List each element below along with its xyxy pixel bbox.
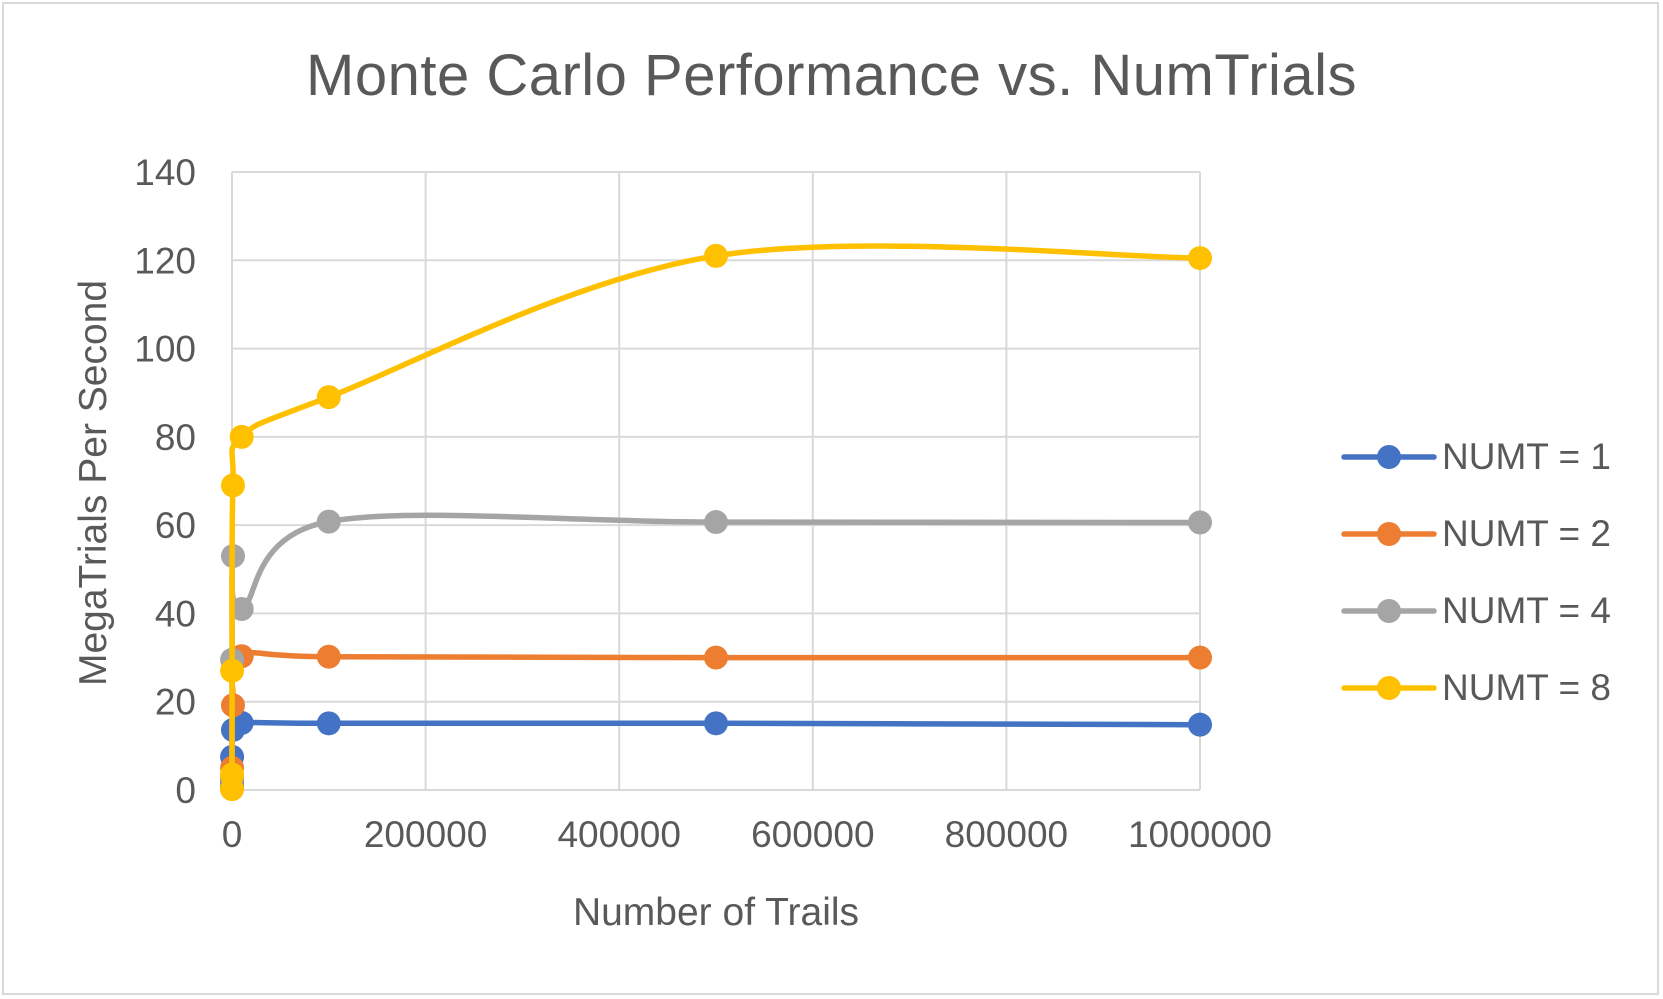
x-tick-label: 400000 (557, 814, 680, 855)
data-point (316, 644, 341, 669)
series-1 (220, 710, 1212, 800)
legend-marker (1377, 444, 1401, 469)
x-tick-label: 800000 (945, 814, 1068, 855)
y-tick-label: 120 (134, 240, 196, 281)
x-tick-label: 0 (222, 814, 243, 855)
legend-label: NUMT = 1 (1442, 435, 1611, 477)
data-point (229, 424, 254, 449)
legend-swatch (1341, 598, 1437, 623)
legend: NUMT = 1 NUMT = 2 NUMT = 4 NUMT = 8 (1340, 418, 1611, 726)
data-point (229, 597, 254, 622)
data-point (1188, 645, 1212, 670)
legend-item: NUMT = 1 (1340, 418, 1611, 495)
series-line (229, 243, 1203, 792)
legend-label: NUMT = 8 (1442, 666, 1611, 708)
data-point (220, 762, 245, 787)
chart-title: Monte Carlo Performance vs. NumTrials (306, 43, 1357, 108)
y-tick-label: 20 (155, 682, 196, 723)
legend-marker (1377, 521, 1401, 546)
legend-swatch (1341, 675, 1437, 700)
y-tick-label: 80 (155, 417, 196, 458)
data-point (1188, 246, 1212, 271)
x-tick-label: 200000 (364, 814, 487, 855)
x-tick-label: 1000000 (1128, 814, 1272, 855)
y-axis-title: MegaTrials Per Second (72, 280, 115, 686)
y-tick-label: 0 (175, 770, 196, 811)
y-tick-label: 60 (155, 505, 196, 546)
x-tick-label: 600000 (751, 814, 874, 855)
legend-item: NUMT = 2 (1340, 495, 1611, 572)
data-point (220, 473, 245, 498)
data-point (704, 243, 728, 268)
data-point (704, 510, 728, 535)
y-tick-label: 140 (134, 152, 196, 193)
series-4 (220, 243, 1212, 802)
legend-swatch (1341, 521, 1437, 546)
legend-item: NUMT = 8 (1340, 649, 1611, 726)
tick-labels: 0 20 40 60 80 100 120 140 0 200000 400000 600000 800… (134, 152, 1272, 855)
series-group (220, 243, 1212, 802)
legend-swatch (1341, 444, 1437, 469)
x-axis-title: Number of Trails (573, 891, 859, 934)
y-tick-label: 100 (134, 329, 196, 370)
data-point (316, 385, 341, 410)
data-point (316, 509, 341, 534)
data-point (1188, 712, 1212, 737)
data-point (316, 711, 341, 736)
legend-label: NUMT = 4 (1442, 589, 1611, 631)
legend-label: NUMT = 2 (1442, 512, 1611, 554)
legend-marker (1377, 598, 1401, 623)
data-point (220, 658, 245, 683)
data-point (704, 711, 728, 736)
legend-marker (1377, 675, 1401, 700)
data-point (1188, 510, 1212, 535)
data-point (704, 645, 728, 670)
y-tick-label: 40 (155, 593, 196, 634)
legend-item: NUMT = 4 (1340, 572, 1611, 649)
